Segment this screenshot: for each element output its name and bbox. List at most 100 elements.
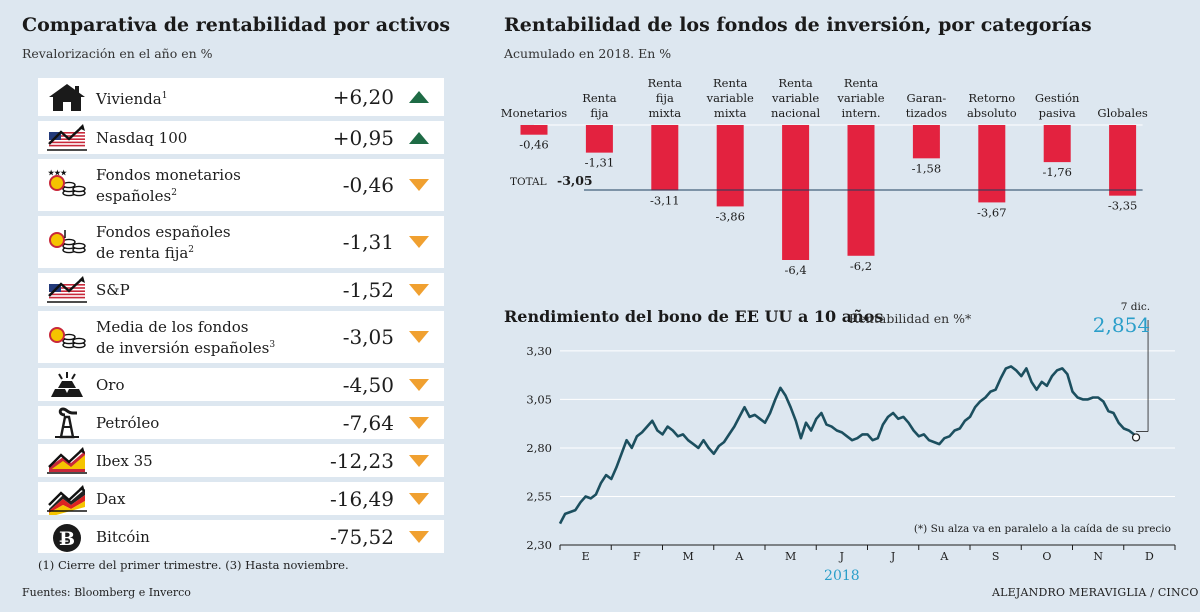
bar-value-label: -3,67 — [977, 205, 1007, 219]
bar-value-label: -3,11 — [650, 194, 680, 208]
nasdaq-flag-chart-icon — [38, 122, 96, 154]
asset-value: -0,46 — [342, 173, 394, 197]
arrow-down-icon — [394, 530, 444, 543]
bar — [1043, 125, 1071, 163]
month-label: S — [992, 550, 1000, 563]
bar-value-label: -0,46 — [519, 138, 549, 152]
asset-row: Oro -4,50 — [38, 368, 444, 401]
bar — [978, 125, 1006, 203]
asset-label: Fondos monetarios españoles2 — [96, 166, 304, 205]
end-value-label: 2,854 — [1093, 313, 1150, 337]
asset-value: +6,20 — [332, 85, 394, 109]
month-label: F — [633, 550, 641, 563]
month-label: D — [1145, 550, 1154, 563]
arrow-up-icon — [394, 91, 444, 103]
category-label-line: Renta — [778, 76, 812, 90]
spanish-funds-coins-icon — [38, 321, 96, 353]
asset-row: Vivienda1 +6,20 — [38, 78, 444, 116]
sp-flag-chart-icon — [38, 274, 96, 306]
bond-chart-unit: Rentabilidad en %* — [849, 311, 972, 326]
asset-label: S&P — [96, 281, 304, 299]
category-label: Garan-tizados — [906, 91, 947, 120]
asset-row: Dax -16,49 — [38, 482, 444, 515]
bar — [585, 125, 613, 153]
arrow-up-icon — [394, 131, 444, 144]
asset-value: -1,31 — [342, 230, 394, 254]
asset-row: Fondos españoles de renta fija2 -1,31 — [38, 216, 444, 268]
asset-comparison-list: Vivienda1 +6,20 Nasdaq 100 +0,95 ★★★ Fondos m… — [38, 78, 444, 558]
asset-label: Oro — [96, 376, 304, 394]
category-label-line: variable — [836, 91, 884, 105]
asset-row: S&P -1,52 — [38, 273, 444, 306]
bar — [651, 125, 679, 191]
bar — [520, 125, 548, 135]
month-label: A — [734, 550, 744, 563]
spanish-fixed-income-coins-icon — [38, 226, 96, 258]
asset-label: Bitcóin — [96, 528, 304, 546]
month-label: M — [682, 550, 693, 563]
asset-label: Dax — [96, 490, 304, 508]
category-label-line: pasiva — [1039, 106, 1076, 120]
asset-row: Ibex 35 -12,23 — [38, 444, 444, 477]
house-icon — [38, 81, 96, 113]
category-label-line: variable — [706, 91, 754, 105]
asset-value: +0,95 — [332, 125, 394, 150]
bar — [912, 125, 940, 159]
bar — [1109, 125, 1137, 196]
svg-text:★★★: ★★★ — [48, 169, 68, 177]
category-label-line: tizados — [906, 106, 947, 120]
arrow-down-icon — [394, 283, 444, 296]
bond-note: (*) Su alza va en paralelo a la caída de… — [914, 523, 1171, 535]
bar-value-label: -6,2 — [850, 259, 872, 273]
asset-value: -16,49 — [329, 486, 394, 511]
y-tick-label: 2,80 — [526, 441, 552, 455]
bar — [716, 125, 744, 207]
asset-label-line: Bitcóin — [96, 527, 150, 546]
left-chart-title: Comparativa de rentabilidad por activos — [22, 14, 451, 36]
category-label-line: mixta — [714, 106, 747, 120]
end-point-marker — [1131, 433, 1141, 442]
category-label-line: Globales — [1097, 106, 1147, 120]
asset-label-line: Oro — [96, 375, 125, 394]
arrow-down-icon — [394, 492, 444, 505]
asset-label-line: Ibex 35 — [96, 451, 153, 470]
gold-bars-icon — [38, 369, 96, 401]
funds-bar-chart: Monetarios-0,46Rentafija-1,31Rentafijami… — [501, 76, 1148, 277]
asset-value: -12,23 — [329, 448, 394, 473]
total-label: TOTAL — [510, 176, 547, 188]
category-label-line: mixta — [649, 106, 682, 120]
yield-series-line — [558, 365, 1138, 525]
month-label: J — [890, 550, 895, 563]
bar-value-label: -3,86 — [715, 209, 745, 223]
asset-label-line: Petróleo — [96, 413, 160, 432]
asset-row: ★★★ Fondos monetarios españoles2 -0,46 — [38, 159, 444, 211]
asset-label-line: de inversión españoles — [96, 338, 270, 357]
category-label-line: Renta — [582, 91, 616, 105]
asset-value: -7,64 — [342, 410, 394, 435]
y-tick-label: 2,55 — [526, 489, 552, 503]
end-date-label: 7 dic. — [1121, 301, 1150, 313]
arrow-down-icon — [394, 179, 444, 191]
asset-row: Petróleo -7,64 — [38, 406, 444, 439]
asset-value: -4,50 — [342, 372, 394, 397]
category-label-line: variable — [771, 91, 819, 105]
arrow-down-icon — [394, 378, 444, 391]
ibex-flag-chart-icon — [38, 445, 96, 477]
category-label-line: nacional — [771, 106, 821, 120]
svg-text:Ƀ: Ƀ — [59, 528, 75, 550]
dax-flag-chart-icon — [38, 483, 96, 515]
asset-label: Nasdaq 100 — [96, 129, 304, 147]
asset-label: Ibex 35 — [96, 452, 304, 470]
asset-label-line: españoles — [96, 186, 172, 205]
asset-label-line: S&P — [96, 280, 130, 299]
category-label-line: Renta — [844, 76, 878, 90]
oil-pump-icon — [38, 406, 96, 439]
footnote-marker: 3 — [269, 339, 276, 350]
y-tick-label: 2,30 — [526, 538, 552, 552]
bar-value-label: -6,4 — [785, 263, 807, 277]
category-label: Globales — [1097, 106, 1147, 120]
